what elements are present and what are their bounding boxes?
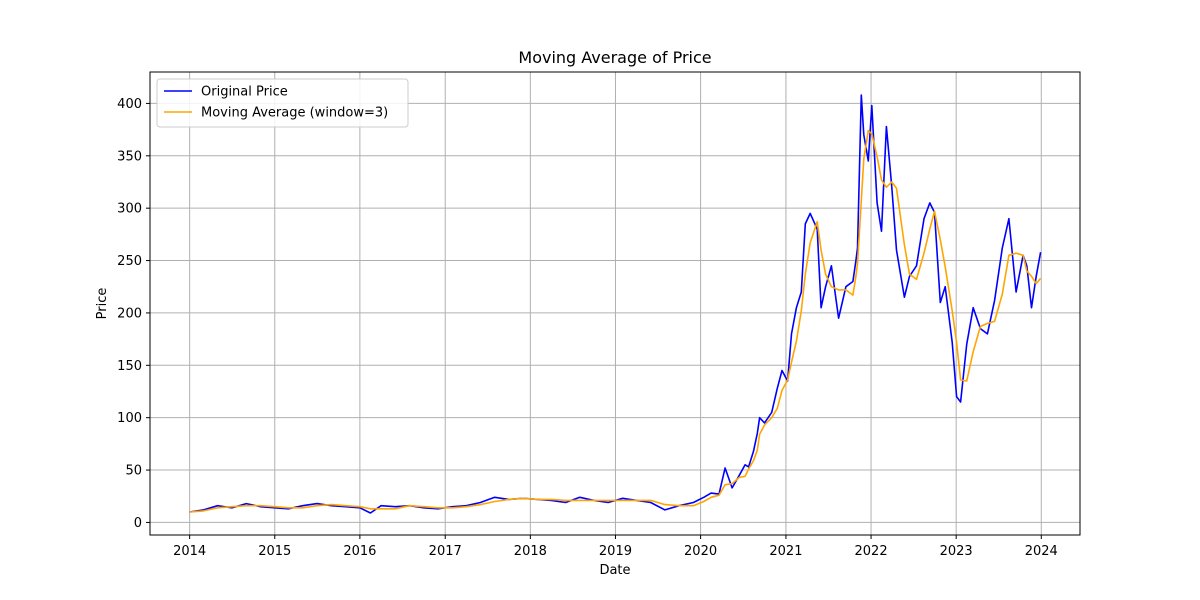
y-tick-label: 350: [117, 149, 142, 164]
x-tick-label: 2022: [855, 544, 888, 559]
y-tick-label: 100: [117, 411, 142, 426]
x-tick-label: 2021: [769, 544, 802, 559]
x-tick-label: 2019: [599, 544, 632, 559]
y-tick-label: 400: [117, 97, 142, 112]
legend-label-moving-average: Moving Average (window=3): [201, 106, 388, 121]
y-tick-label: 250: [117, 254, 142, 269]
y-tick-label: 300: [117, 202, 142, 217]
x-tick-label: 2016: [343, 544, 376, 559]
y-tick-label: 0: [134, 516, 142, 531]
y-axis: 0 50 100 150 200 250 300 350 400: [117, 97, 150, 531]
y-tick-label: 50: [125, 464, 142, 479]
x-tick-label: 2015: [258, 544, 291, 559]
x-tick-label: 2024: [1025, 544, 1058, 559]
y-tick-label: 200: [117, 306, 142, 321]
x-tick-label: 2020: [684, 544, 717, 559]
x-tick-label: 2018: [514, 544, 547, 559]
x-tick-label: 2017: [429, 544, 462, 559]
x-tick-label: 2023: [940, 544, 973, 559]
x-axis-label: Date: [599, 563, 630, 578]
y-tick-label: 150: [117, 359, 142, 374]
y-axis-label: Price: [95, 288, 110, 320]
chart-title: Moving Average of Price: [518, 48, 711, 67]
series-group: [189, 94, 1042, 514]
legend: Original Price Moving Average (window=3): [156, 78, 409, 128]
grid: [150, 72, 1080, 535]
legend-label-original-price: Original Price: [201, 85, 288, 100]
series-line-moving-average: [189, 129, 1042, 513]
legend-box: [156, 78, 409, 128]
x-axis: 2014 2015 2016 2017 2018 2019 2020 2021 2022 2023…: [173, 535, 1058, 559]
x-tick-label: 2014: [173, 544, 206, 559]
